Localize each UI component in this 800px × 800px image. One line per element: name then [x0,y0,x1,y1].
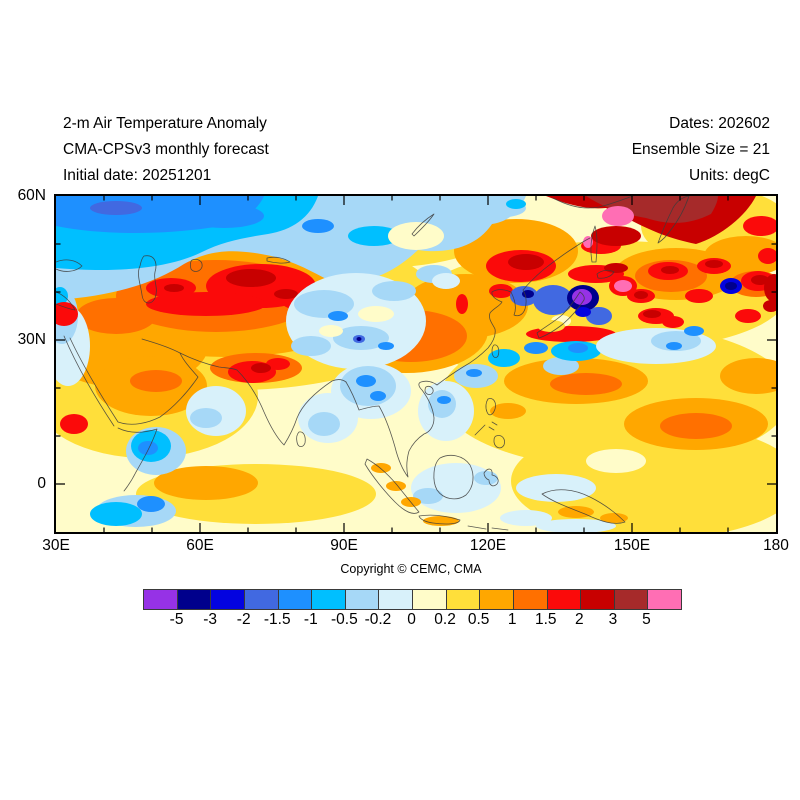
units-label: Units: degC [689,167,770,184]
model-name: CMA-CPSv3 monthly forecast [63,141,269,158]
coastlines [56,196,690,531]
graticule-ticks [56,196,776,532]
y-axis-tick-label: 0 [37,475,46,492]
ensemble-size: Ensemble Size = 21 [631,141,770,158]
colorbar-tick-label: 1 [507,611,517,628]
colorbar-segment [446,590,481,609]
x-axis-tick-label: 120E [469,537,507,554]
colorbar-segment [614,590,649,609]
copyright-text: Copyright © CEMC, CMA [340,562,482,576]
colorbar-tick-label: 1.5 [534,611,557,628]
extreme-warm-pink [583,206,637,296]
colorbar-tick-label: -3 [203,611,218,628]
colorbar-tick-label: 0.5 [467,611,490,628]
colorbar-segment [244,590,279,609]
colorbar-segment [144,590,178,609]
x-axis-tick-label: 180 [763,537,789,554]
colorbar-segment [379,590,413,609]
colorbar-segment [345,590,380,609]
colorbar-tick-label: -0.5 [331,611,358,628]
anomaly-map [56,196,776,532]
warm-dark-red [164,196,776,373]
colorbar-segment [547,590,582,609]
colorbar-tick-label: 3 [608,611,618,628]
colorbar-tick-label: -1.5 [263,611,291,628]
cool-tropical-seas [90,326,716,532]
colorbar-tick-label: 0 [407,611,416,628]
colorbar-tick-label: -1 [303,611,318,628]
colorbar-tick-label: -2 [236,611,251,628]
plot-title: 2-m Air Temperature Anomaly [63,115,267,132]
colorbar-tick-label: 5 [642,611,651,628]
colorbar-segment [648,590,681,609]
warm-tropical-details [371,403,628,526]
colorbar-tick-label: 0.2 [434,611,456,628]
header-left: 2-m Air Temperature Anomaly CMA-CPSv3 mo… [63,111,269,189]
cold-northwest-band [56,196,526,386]
extreme-cold-japan [510,278,742,332]
colorbar [143,589,682,610]
y-axis-tick-label: 30N [17,331,46,348]
cool-plateau-mongolia [286,199,526,369]
colorbar-segment [211,590,245,609]
colorbar-segment [480,590,514,609]
y-axis-tick-label: 60N [17,187,46,204]
x-axis-tick-label: 30E [42,537,70,554]
map-frame [54,194,778,534]
header-right: Dates: 202602 Ensemble Size = 21 Units: … [632,111,770,189]
colorbar-tick-label: -0.2 [364,611,392,628]
colorbar-segment [513,590,548,609]
x-axis-tick-label: 150E [613,537,651,554]
colorbar-segment [278,590,313,609]
initial-date: Initial date: 20251201 [63,167,212,184]
colorbar-segment [177,590,212,609]
colorbar-tick-label: 2 [575,611,584,628]
colorbar-tick-label: -5 [169,611,184,628]
x-axis-tick-label: 60E [186,537,214,554]
colorbar-segment [581,590,615,609]
colorbar-segment [312,590,346,609]
colorbar-segment [413,590,447,609]
valid-dates: Dates: 202602 [669,115,770,132]
x-axis-tick-label: 90E [330,537,358,554]
